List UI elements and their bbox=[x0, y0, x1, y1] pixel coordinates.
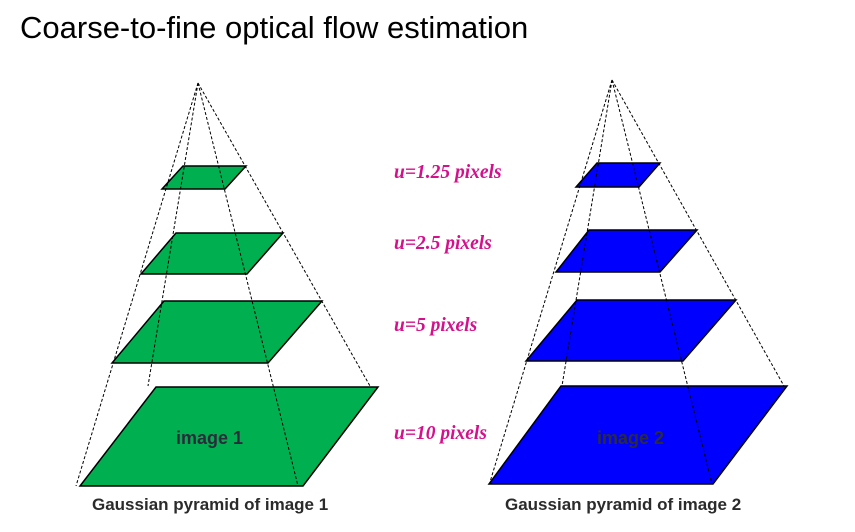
projection-line-3 bbox=[197, 82, 299, 487]
projection-line-1 bbox=[489, 79, 613, 483]
projection-line-4 bbox=[197, 82, 371, 387]
pyramid-level-2 bbox=[139, 232, 285, 275]
flow-label-level-2: u=2.5 pixels bbox=[394, 233, 492, 254]
projection-line-3 bbox=[611, 79, 713, 485]
projection-line-4 bbox=[611, 79, 785, 387]
pyramid-image-2 bbox=[487, 79, 789, 485]
projection-line-2 bbox=[147, 82, 199, 387]
pyramid-level-3 bbox=[110, 300, 324, 364]
image-2-label: image 2 bbox=[597, 428, 664, 448]
flow-label-level-1: u=1.25 pixels bbox=[394, 162, 502, 183]
pyramid-level-3 bbox=[524, 299, 738, 362]
pyramid-image-1 bbox=[75, 82, 380, 487]
pyramid-level-4 bbox=[487, 385, 789, 485]
projection-line-2 bbox=[561, 79, 613, 387]
pyramid-level-4 bbox=[78, 386, 380, 487]
pyramid-level-1 bbox=[160, 165, 248, 190]
pyramid-level-2 bbox=[554, 229, 699, 273]
slide-title: Coarse-to-fine optical flow estimation bbox=[20, 10, 528, 45]
flow-label-level-4: u=10 pixels bbox=[394, 423, 487, 444]
pyramid-level-1 bbox=[574, 162, 662, 188]
projection-line-1 bbox=[75, 82, 199, 487]
flow-label-level-3: u=5 pixels bbox=[394, 315, 477, 336]
caption-pyramid-1: Gaussian pyramid of image 1 bbox=[92, 495, 328, 514]
image-1-label: image 1 bbox=[176, 428, 243, 448]
caption-pyramid-2: Gaussian pyramid of image 2 bbox=[505, 495, 741, 514]
